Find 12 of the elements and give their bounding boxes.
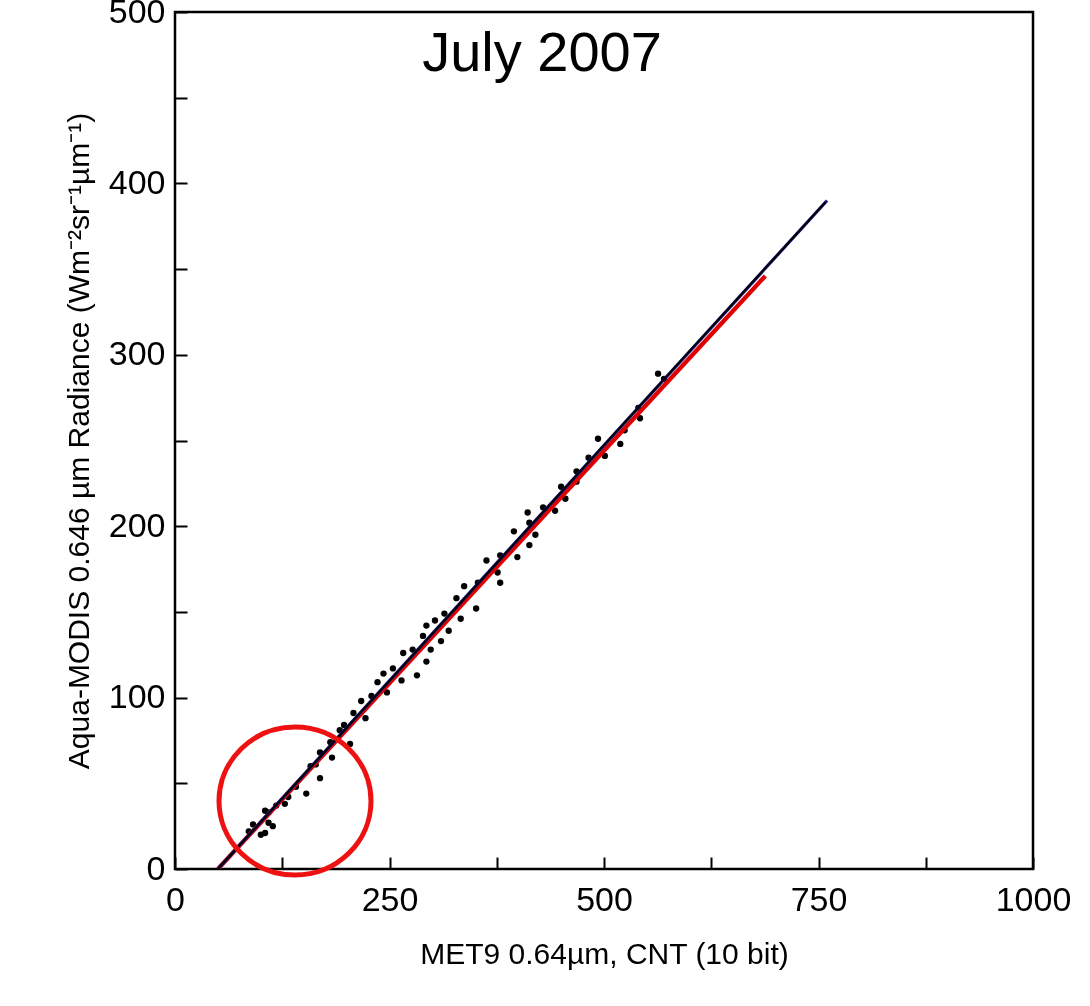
y-axis-title: Aqua-MODIS 0.646 µm Radiance (Wm⁻²sr⁻¹µm⁻¹) <box>61 112 95 770</box>
y-tick-label: 200 <box>108 505 166 544</box>
x-tick-label: 750 <box>790 879 848 918</box>
x-axis-title: MET9 0.64µm, CNT (10 bit) <box>420 936 789 970</box>
y-tick-label: 100 <box>108 677 166 716</box>
y-tick-label: 0 <box>146 848 166 887</box>
x-tick-label: 250 <box>361 879 419 918</box>
chart-title: July 2007 <box>422 20 662 83</box>
y-tick-label: 400 <box>108 162 166 201</box>
x-tick-label: 1000 <box>995 879 1072 918</box>
y-tick-label: 300 <box>108 334 166 373</box>
x-tick-label: 500 <box>576 879 633 918</box>
